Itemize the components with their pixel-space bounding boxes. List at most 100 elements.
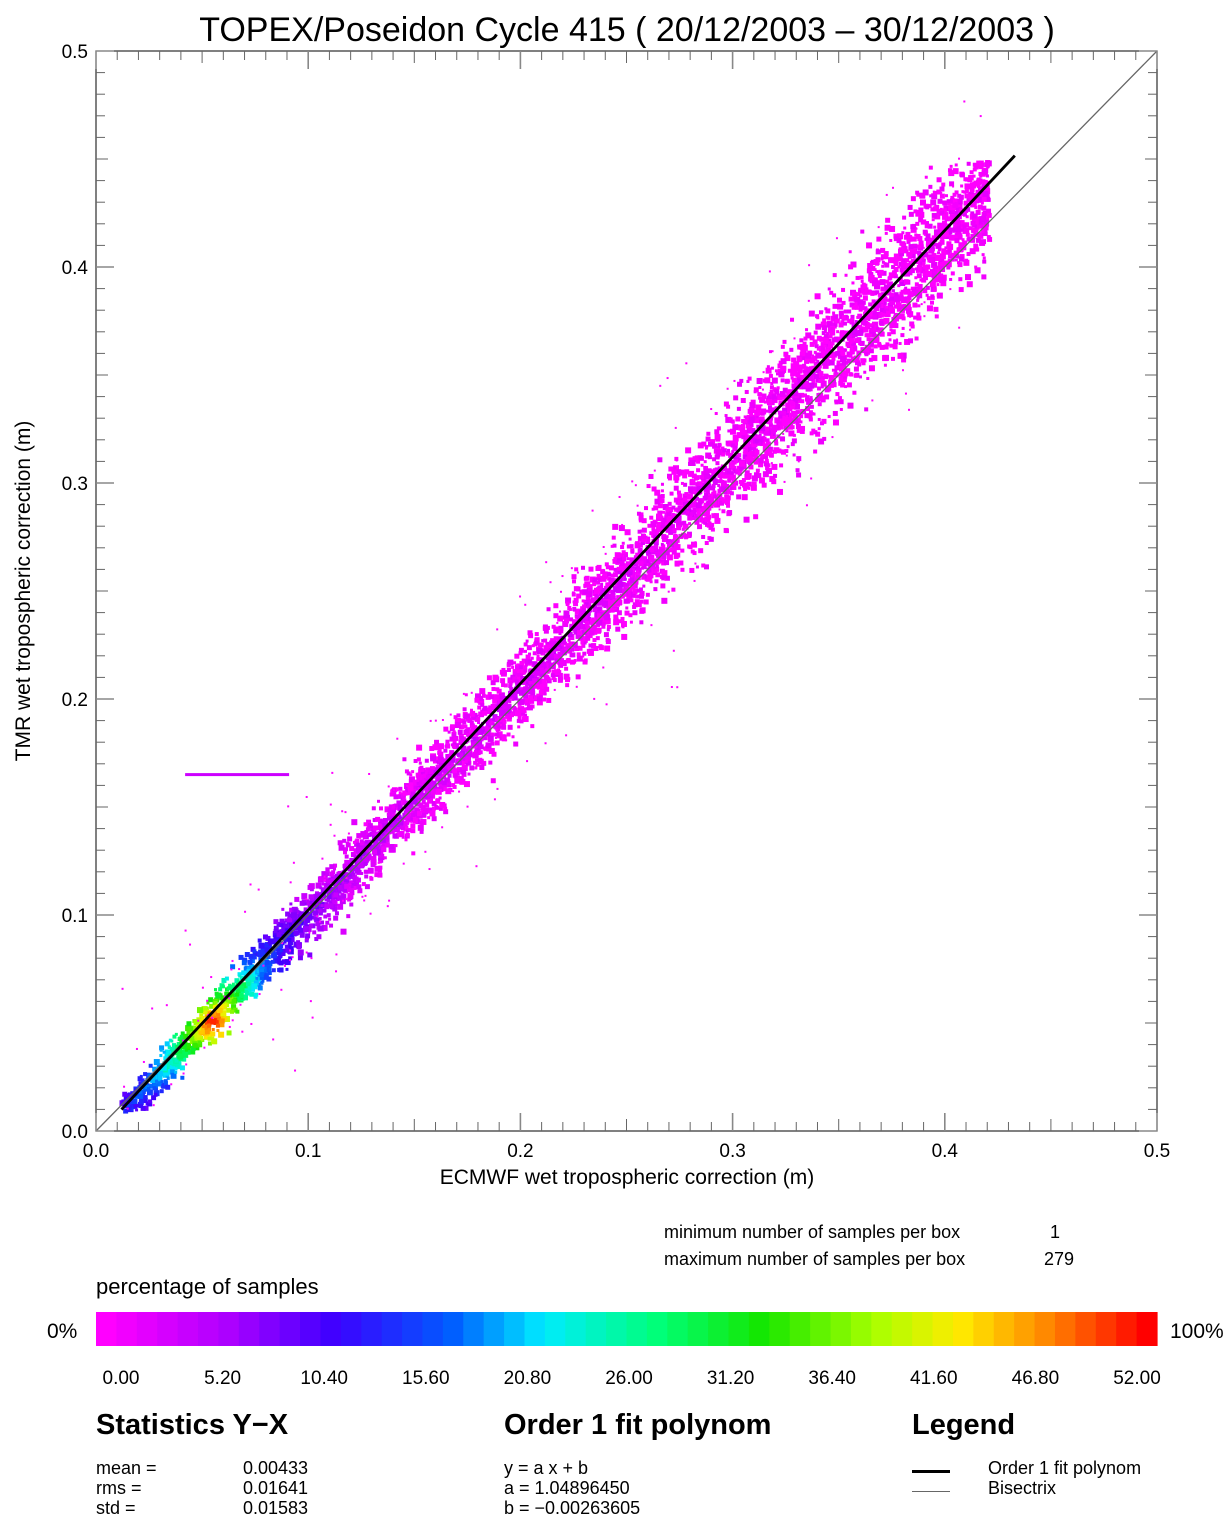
density-cell [808, 310, 815, 317]
density-cell [163, 1061, 170, 1068]
density-cell [957, 221, 964, 228]
density-cell [974, 265, 978, 269]
density-cell [315, 882, 322, 889]
density-cell [845, 341, 851, 347]
density-cell [453, 715, 458, 720]
density-cell [883, 301, 887, 305]
density-cell [690, 479, 695, 484]
density-cell [405, 813, 411, 819]
density-cell [349, 872, 356, 879]
density-cell [918, 240, 924, 246]
density-cell [431, 816, 437, 822]
density-cell [600, 569, 606, 575]
density-cell [342, 838, 347, 843]
density-cell [435, 788, 442, 795]
density-cell [223, 1004, 228, 1009]
density-cell [703, 564, 709, 570]
density-cell [492, 718, 497, 723]
density-cell [735, 468, 740, 473]
density-cell [159, 1045, 165, 1051]
density-cell [557, 636, 561, 640]
density-cell [858, 375, 862, 379]
density-cell [238, 954, 244, 960]
density-cell [675, 552, 681, 558]
density-cell [428, 769, 434, 775]
density-cell [226, 1007, 232, 1013]
density-cell [926, 296, 931, 301]
density-cell [717, 471, 724, 478]
density-cell [822, 362, 829, 369]
density-cell [337, 884, 343, 890]
density-cell [259, 980, 264, 985]
density-cell [459, 735, 464, 740]
density-cell [193, 1019, 200, 1026]
density-cell [841, 348, 846, 353]
density-cell [588, 629, 595, 636]
density-cell [688, 501, 695, 508]
density-cell [785, 412, 790, 417]
density-cell [125, 1108, 129, 1112]
density-cell [588, 584, 593, 589]
density-cell [802, 352, 807, 357]
density-cell [704, 446, 708, 450]
density-cell [745, 473, 752, 480]
density-cell [834, 318, 840, 324]
density-cell [976, 223, 982, 229]
density-cell [939, 193, 945, 199]
density-cell [962, 224, 967, 229]
density-cell [765, 441, 771, 447]
density-cell [647, 523, 652, 528]
density-cell [219, 995, 225, 1001]
density-cell [857, 299, 864, 306]
density-cell [487, 708, 493, 714]
density-cell [700, 463, 704, 467]
density-cell [939, 253, 946, 260]
density-cell [706, 506, 711, 511]
density-cell [808, 382, 815, 389]
density-cell [147, 1073, 152, 1078]
density-cell [141, 1089, 146, 1094]
density-cell [450, 743, 454, 747]
density-cell [836, 330, 840, 334]
density-cell [401, 794, 406, 799]
density-cell [503, 708, 508, 713]
density-cell [459, 760, 465, 766]
density-cell [586, 591, 593, 598]
density-cell [736, 432, 742, 438]
density-cell [217, 1008, 223, 1014]
density-cell [428, 780, 433, 785]
density-cell [481, 708, 486, 713]
density-cell [289, 937, 295, 943]
density-cell [241, 970, 247, 976]
density-cell [504, 713, 508, 717]
density-cell [767, 399, 773, 405]
density-cell [777, 395, 783, 401]
density-cell [915, 190, 920, 195]
density-cell [515, 710, 522, 717]
density-cell [957, 234, 963, 240]
density-cell [672, 466, 677, 471]
density-cell [207, 1041, 212, 1046]
density-cell [769, 385, 774, 390]
density-cell [855, 296, 861, 302]
density-cell [331, 895, 335, 899]
density-cell [746, 379, 750, 383]
density-cell [861, 361, 866, 366]
density-cell [398, 791, 402, 795]
density-cell [930, 300, 935, 305]
density-cell [819, 395, 826, 402]
density-cell [350, 852, 356, 858]
density-cell [313, 895, 319, 901]
density-cell [687, 544, 692, 549]
density-cell [925, 240, 930, 245]
density-cell [394, 844, 398, 848]
density-cell [553, 669, 560, 676]
density-cell [596, 580, 601, 585]
density-cell [218, 1031, 225, 1038]
density-cell [253, 980, 259, 986]
density-cell [981, 253, 985, 257]
density-cell [651, 507, 655, 511]
density-cell [791, 438, 797, 444]
density-cell [957, 262, 963, 268]
density-cell [596, 573, 601, 578]
